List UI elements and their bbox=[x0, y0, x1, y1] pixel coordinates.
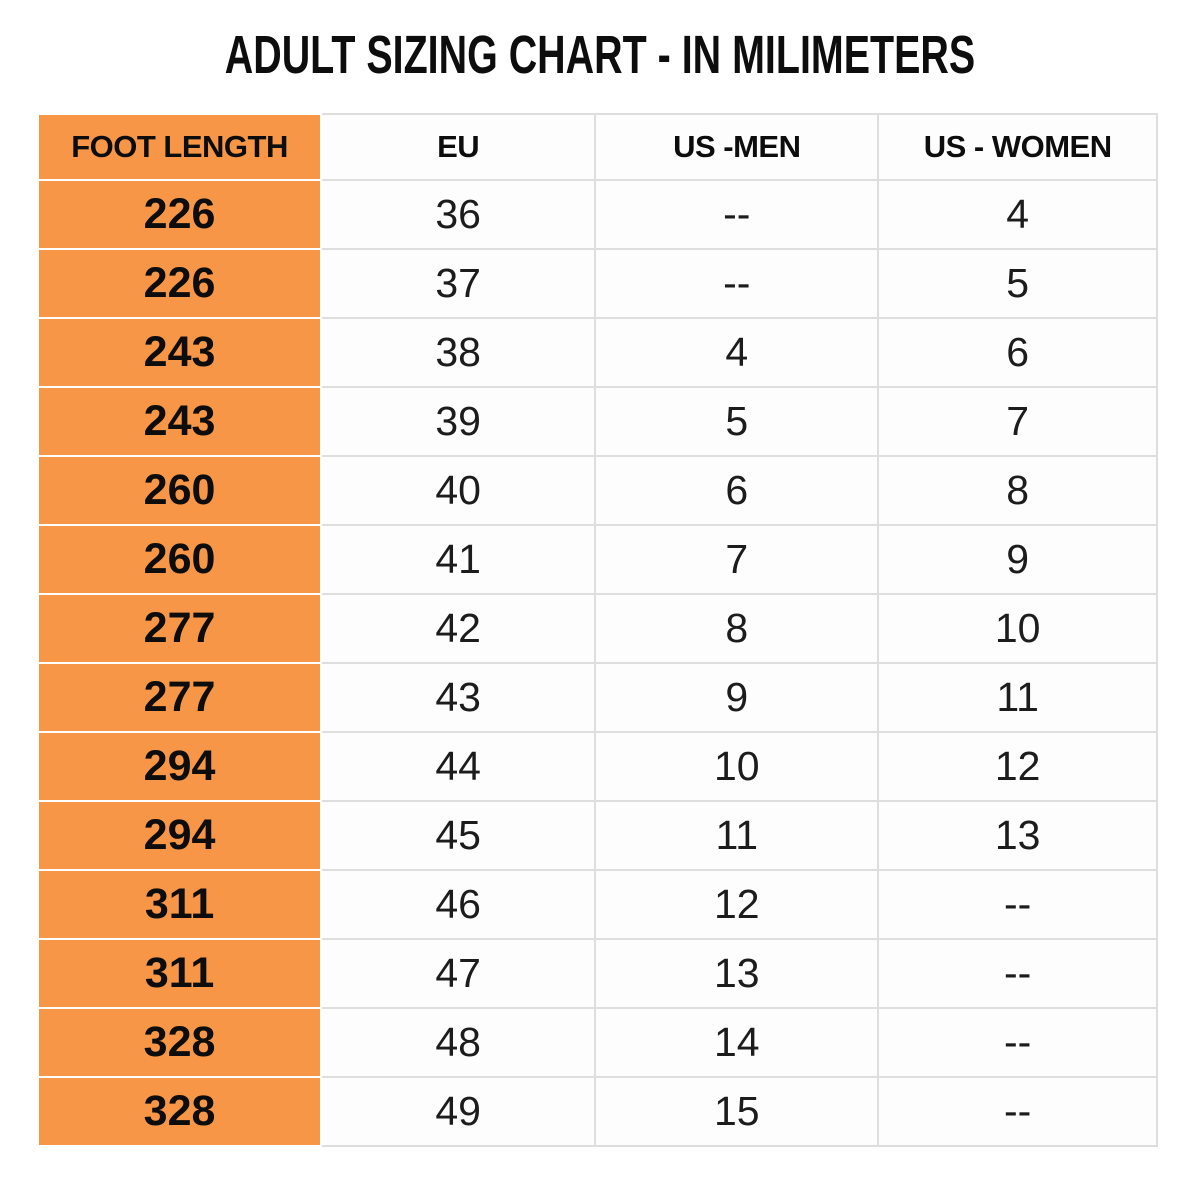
table-row: 311 46 12 -- bbox=[36, 869, 1158, 940]
cell-eu: 45 bbox=[320, 800, 597, 871]
cell-foot-length: 226 bbox=[36, 248, 323, 319]
cell-us-men: -- bbox=[594, 248, 880, 319]
cell-eu: 43 bbox=[320, 662, 597, 733]
cell-us-women: 6 bbox=[877, 317, 1158, 388]
cell-eu: 49 bbox=[320, 1076, 597, 1147]
cell-us-men: 5 bbox=[594, 386, 880, 457]
col-header-us-men: US -MEN bbox=[594, 113, 880, 181]
cell-foot-length: 226 bbox=[36, 179, 323, 250]
cell-foot-length: 277 bbox=[36, 662, 323, 733]
cell-eu: 37 bbox=[320, 248, 597, 319]
cell-us-men: 10 bbox=[594, 731, 880, 802]
cell-foot-length: 243 bbox=[36, 317, 323, 388]
cell-us-men: 6 bbox=[594, 455, 880, 526]
table-row: 260 40 6 8 bbox=[36, 455, 1158, 526]
table-row: 243 38 4 6 bbox=[36, 317, 1158, 388]
cell-us-women: 8 bbox=[877, 455, 1158, 526]
cell-us-men: 8 bbox=[594, 593, 880, 664]
cell-eu: 46 bbox=[320, 869, 597, 940]
cell-eu: 48 bbox=[320, 1007, 597, 1078]
cell-us-women: -- bbox=[877, 869, 1158, 940]
cell-us-women: 13 bbox=[877, 800, 1158, 871]
cell-us-women: 5 bbox=[877, 248, 1158, 319]
table-row: 294 44 10 12 bbox=[36, 731, 1158, 802]
cell-us-men: 12 bbox=[594, 869, 880, 940]
col-header-foot-length: FOOT LENGTH bbox=[36, 113, 323, 181]
table-row: 243 39 5 7 bbox=[36, 386, 1158, 457]
cell-us-women: 7 bbox=[877, 386, 1158, 457]
table-row: 294 45 11 13 bbox=[36, 800, 1158, 871]
cell-us-men: 4 bbox=[594, 317, 880, 388]
cell-us-women: -- bbox=[877, 1007, 1158, 1078]
cell-foot-length: 260 bbox=[36, 455, 323, 526]
cell-eu: 42 bbox=[320, 593, 597, 664]
cell-foot-length: 243 bbox=[36, 386, 323, 457]
cell-us-men: 7 bbox=[594, 524, 880, 595]
cell-us-women: -- bbox=[877, 938, 1158, 1009]
title-bar: ADULT SIZING CHART - IN MILIMETERS bbox=[0, 24, 1200, 86]
cell-us-women: 11 bbox=[877, 662, 1158, 733]
cell-eu: 38 bbox=[320, 317, 597, 388]
cell-foot-length: 277 bbox=[36, 593, 323, 664]
cell-foot-length: 328 bbox=[36, 1007, 323, 1078]
page-title: ADULT SIZING CHART - IN MILIMETERS bbox=[224, 25, 976, 85]
col-header-eu: EU bbox=[320, 113, 597, 181]
cell-us-men: 13 bbox=[594, 938, 880, 1009]
cell-eu: 44 bbox=[320, 731, 597, 802]
cell-us-women: 9 bbox=[877, 524, 1158, 595]
cell-foot-length: 260 bbox=[36, 524, 323, 595]
cell-us-men: 9 bbox=[594, 662, 880, 733]
cell-us-men: 15 bbox=[594, 1076, 880, 1147]
cell-us-women: 10 bbox=[877, 593, 1158, 664]
table-row: 328 48 14 -- bbox=[36, 1007, 1158, 1078]
table-row: 311 47 13 -- bbox=[36, 938, 1158, 1009]
cell-foot-length: 311 bbox=[36, 869, 323, 940]
cell-us-men: -- bbox=[594, 179, 880, 250]
table-row: 277 43 9 11 bbox=[36, 662, 1158, 733]
cell-eu: 39 bbox=[320, 386, 597, 457]
cell-foot-length: 294 bbox=[36, 731, 323, 802]
cell-foot-length: 311 bbox=[36, 938, 323, 1009]
cell-foot-length: 328 bbox=[36, 1076, 323, 1147]
cell-us-men: 14 bbox=[594, 1007, 880, 1078]
cell-us-men: 11 bbox=[594, 800, 880, 871]
cell-eu: 40 bbox=[320, 455, 597, 526]
cell-us-women: -- bbox=[877, 1076, 1158, 1147]
col-header-us-women: US - WOMEN bbox=[877, 113, 1158, 181]
cell-eu: 36 bbox=[320, 179, 597, 250]
table-row: 328 49 15 -- bbox=[36, 1076, 1158, 1147]
cell-eu: 41 bbox=[320, 524, 597, 595]
table-header-row: FOOT LENGTH EU US -MEN US - WOMEN bbox=[36, 113, 1158, 181]
cell-us-women: 12 bbox=[877, 731, 1158, 802]
sizing-table: FOOT LENGTH EU US -MEN US - WOMEN 226 36… bbox=[36, 113, 1158, 1147]
cell-us-women: 4 bbox=[877, 179, 1158, 250]
cell-eu: 47 bbox=[320, 938, 597, 1009]
table-row: 277 42 8 10 bbox=[36, 593, 1158, 664]
table-row: 226 37 -- 5 bbox=[36, 248, 1158, 319]
table-row: 226 36 -- 4 bbox=[36, 179, 1158, 250]
cell-foot-length: 294 bbox=[36, 800, 323, 871]
table-row: 260 41 7 9 bbox=[36, 524, 1158, 595]
